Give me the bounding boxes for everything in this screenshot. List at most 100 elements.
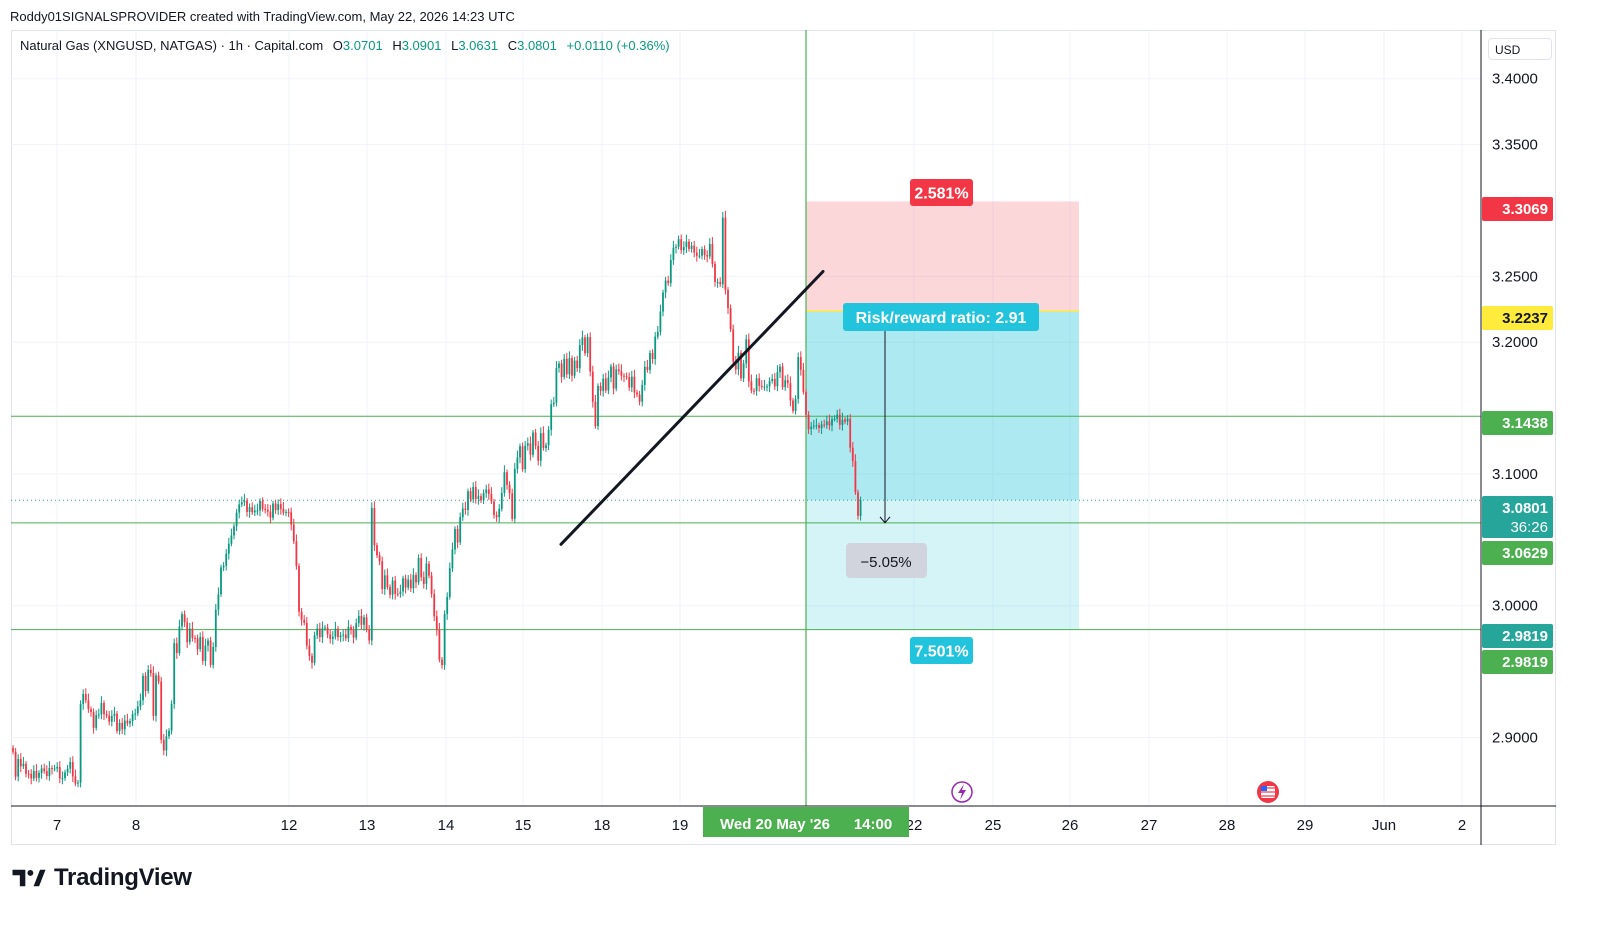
horizontal-levels [11,30,1481,806]
currency-selector[interactable]: USD [1488,38,1552,60]
candle [266,503,269,517]
candle [581,330,584,351]
candle [430,571,433,598]
candle [763,379,766,391]
candle-body [508,484,511,494]
candle [142,673,144,706]
price-label-box [1482,411,1553,435]
candle [617,363,620,375]
candle [636,389,638,398]
candle-body [243,500,246,503]
candle-body [506,472,508,485]
candle-body [173,643,176,705]
candle [485,484,488,498]
candle-body [61,778,64,780]
candle-body [422,577,425,584]
candle-body [373,508,376,546]
candle [461,502,464,521]
candle [451,542,454,573]
candle [368,624,371,645]
candle-body [225,553,228,566]
candle-body [490,494,493,502]
candle-body [269,511,272,518]
time-tick-label: 7 [53,817,61,834]
candle-body [643,366,646,385]
candle [753,388,755,395]
candle [352,626,355,644]
candle [420,553,423,581]
candle-body [19,758,22,767]
candle-body [129,721,131,724]
candle-body [233,526,235,536]
candle-body [212,646,215,665]
candle [389,584,391,599]
candle-body [521,446,524,470]
candle [357,610,360,627]
candle [409,573,412,593]
candle-body [264,508,267,510]
candle [459,512,462,546]
candle-body [456,528,459,543]
symbol-legend[interactable]: Natural Gas (XNGUSD, NATGAS) · 1h · Capi… [20,38,670,53]
candle-body [493,501,495,516]
tradingview-logo[interactable]: TradingView [12,864,192,892]
candle [108,710,111,726]
candle [516,450,519,474]
candle [771,374,774,384]
candle [87,693,90,713]
chart-drawings: −5.05% 2.581% Risk/reward ratio: 2.91 7.501… [559,179,1279,803]
candle-body [355,623,358,638]
candle [139,693,142,711]
candle-body [838,414,841,425]
time-tick-label: Jun [1372,817,1396,834]
candle-body [378,555,381,562]
candle-body [760,385,763,388]
candle-body [688,241,690,249]
candle-body [386,575,389,588]
candle [698,248,701,259]
candle [347,620,350,642]
candle-body [604,378,607,391]
candle-body [472,486,475,500]
candle-body [58,766,61,779]
candle-body [628,377,631,388]
candle [326,623,329,639]
candle-body [649,352,651,371]
candle [129,718,131,728]
candle-body [324,627,326,629]
candle [646,359,649,373]
candle [113,706,116,722]
candle [274,499,277,514]
candle-body [768,380,771,387]
candle [290,507,293,531]
candle [123,714,126,736]
candle [235,508,238,532]
candle-body [84,694,87,701]
candle [313,631,316,666]
candle [841,412,844,431]
candle-body [253,510,256,513]
candle-body [220,567,222,595]
candle [755,374,758,396]
price-tick-label: 2.9000 [1492,729,1538,746]
candle [467,488,469,516]
candle-body [66,768,69,773]
candle [295,534,298,570]
candle [521,442,524,472]
candle-body [360,615,363,625]
candle-body [261,501,264,509]
candle-body [105,714,108,716]
candle [472,482,475,504]
candle-body [290,512,293,525]
target-percent-label: 7.501% [914,644,968,661]
candle-body [199,637,202,650]
candle [404,574,407,594]
candle [773,373,776,391]
candle-body [97,714,100,716]
candle-body [188,628,191,643]
candle [298,563,300,617]
candle-body [365,617,368,630]
candle-body [753,390,755,392]
candle-body [357,615,360,624]
